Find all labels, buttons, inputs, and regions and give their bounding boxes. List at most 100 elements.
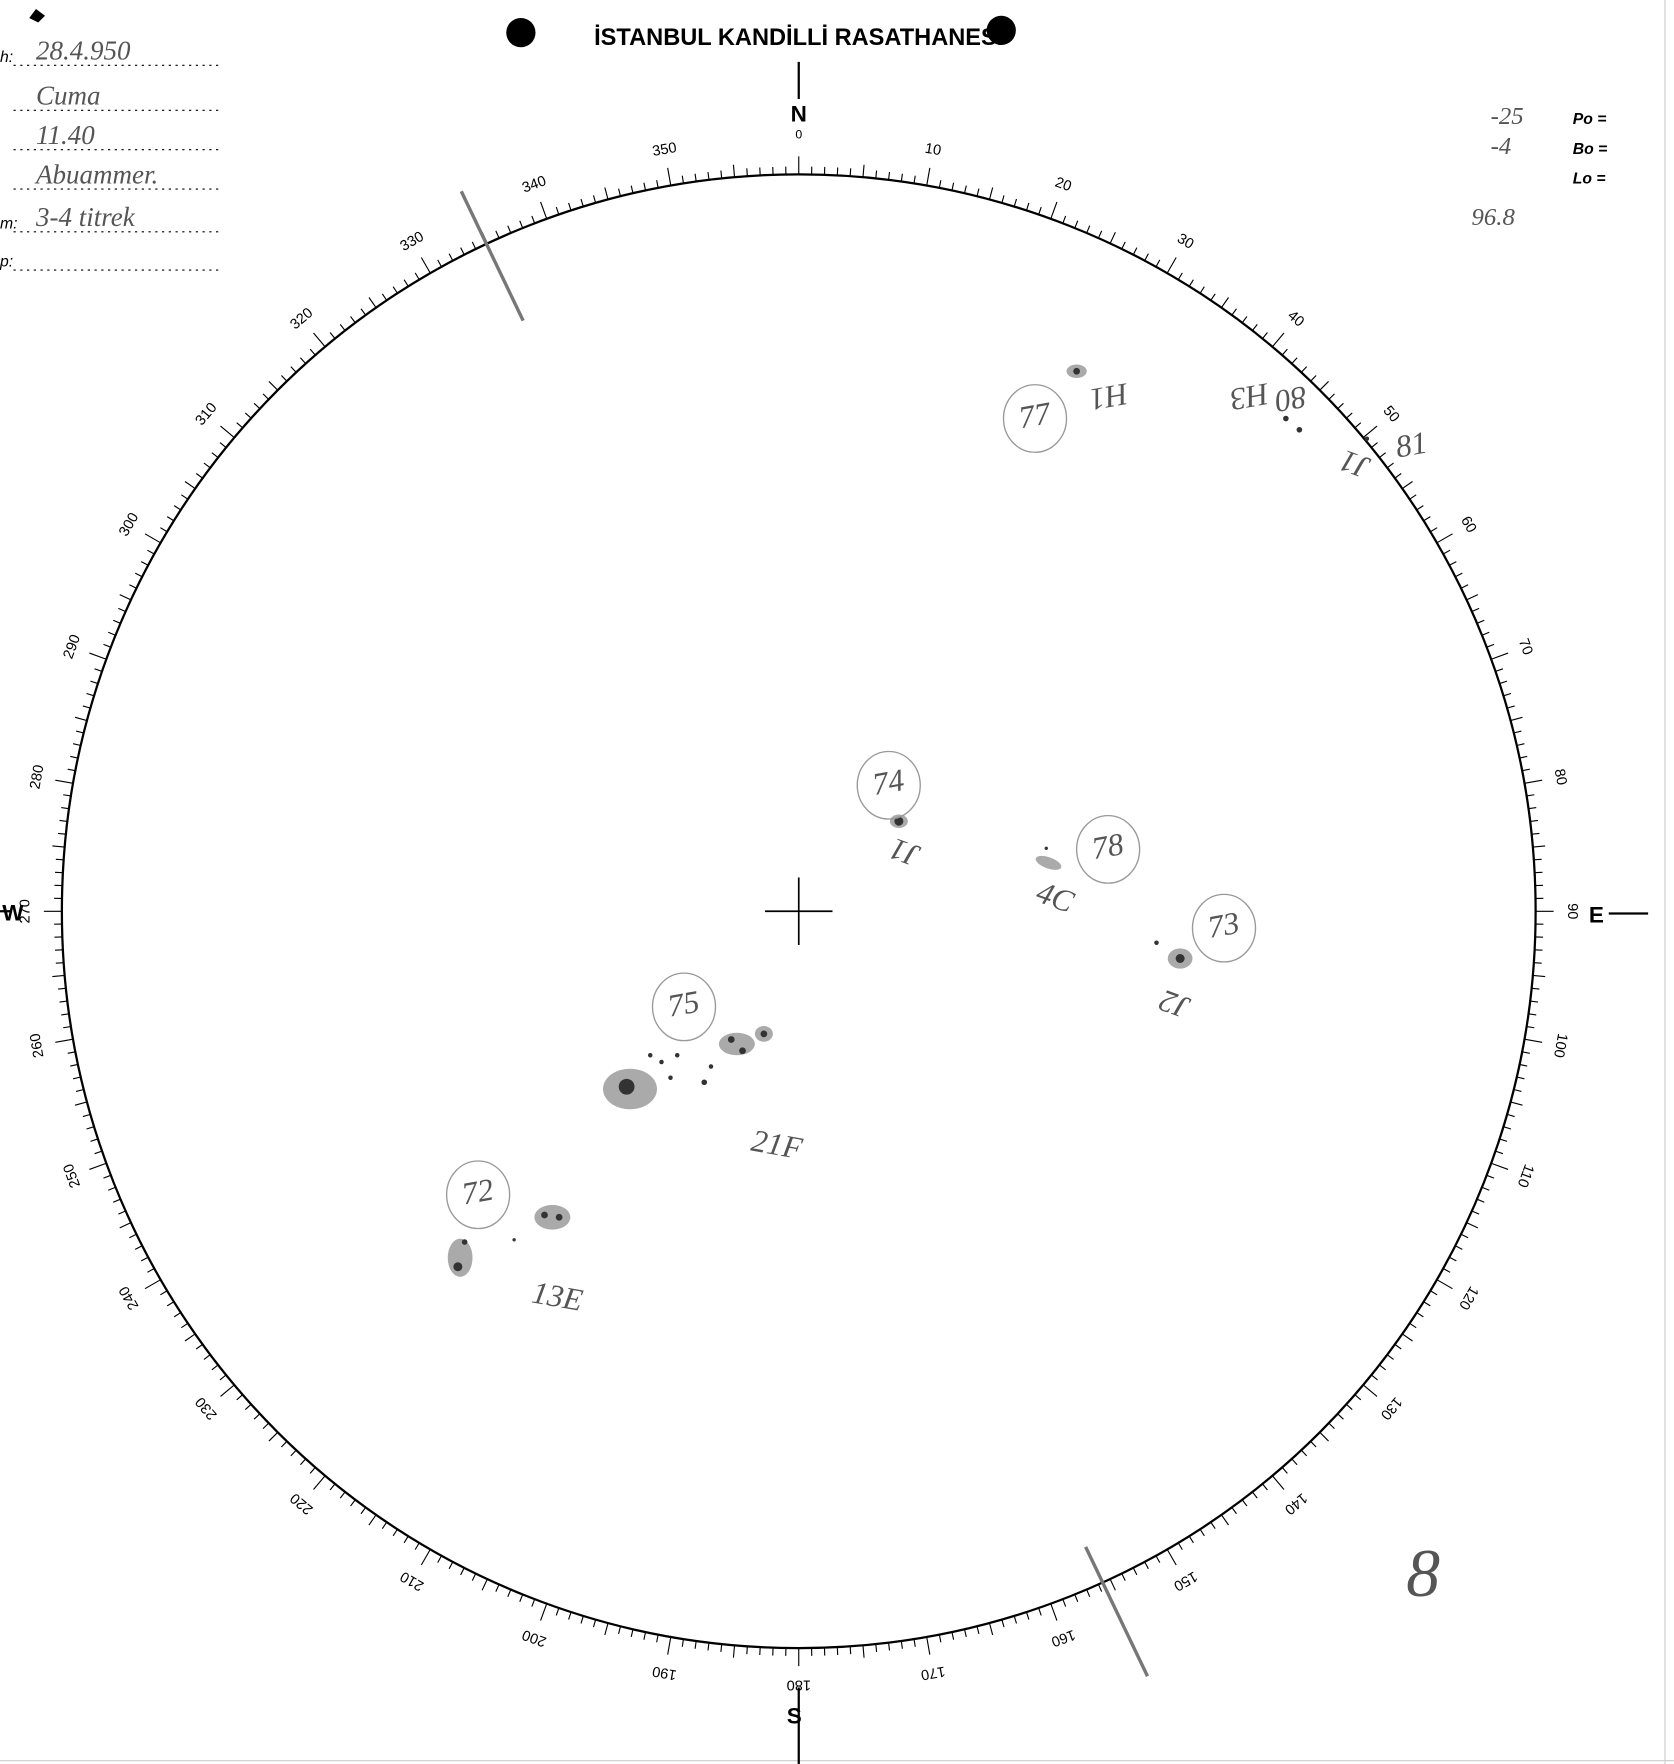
- tick: [1025, 1611, 1030, 1620]
- title: İSTANBUL KANDİLLİ RASATHANESİ: [594, 24, 1003, 51]
- form-value: 11.40: [36, 120, 95, 150]
- spot: [447, 1238, 473, 1277]
- tick: [1499, 680, 1508, 685]
- tick: [732, 164, 736, 178]
- tick: [1354, 422, 1362, 429]
- tick: [938, 180, 942, 189]
- tick: [618, 188, 622, 197]
- tick: [604, 187, 609, 200]
- tick: [1533, 962, 1542, 964]
- form-value: Cuma: [36, 81, 101, 111]
- tick: [531, 1598, 536, 1607]
- spot: [648, 1053, 653, 1058]
- tick: [219, 1374, 227, 1381]
- tick: [1519, 1063, 1528, 1067]
- circled-mark: [1075, 814, 1141, 884]
- tick: [1442, 549, 1451, 555]
- degree-label: 190: [651, 1663, 678, 1683]
- param-value: -25: [1491, 103, 1524, 130]
- west: W: [2, 900, 24, 925]
- tick: [147, 1268, 155, 1273]
- tick: [1476, 1198, 1485, 1203]
- tick: [1166, 1549, 1177, 1566]
- tick: [746, 168, 748, 177]
- tick: [1528, 1013, 1537, 1016]
- tick: [656, 180, 659, 189]
- tick: [926, 1636, 931, 1655]
- sunspots: [447, 364, 1370, 1277]
- tick: [329, 332, 336, 339]
- tick: [262, 1422, 270, 1430]
- tick: [1455, 572, 1463, 578]
- tick: [1362, 1384, 1378, 1397]
- south: S: [787, 1704, 802, 1729]
- degree-label: 170: [920, 1663, 947, 1683]
- tick: [1530, 819, 1539, 823]
- tick: [1371, 442, 1378, 448]
- north: N: [791, 102, 807, 127]
- tick: [339, 1491, 346, 1499]
- tick: [507, 1589, 512, 1598]
- tick: [540, 1603, 548, 1621]
- tick: [531, 215, 536, 224]
- tick: [1471, 607, 1480, 613]
- tick: [900, 1640, 903, 1649]
- north-deg: 0: [795, 127, 802, 141]
- tick: [1199, 1528, 1205, 1537]
- tick: [1466, 1222, 1479, 1229]
- degree-label: 40: [1284, 308, 1307, 331]
- tick: [360, 308, 367, 316]
- tick: [1486, 1174, 1495, 1179]
- tick: [129, 1233, 137, 1239]
- group-label: 74: [870, 762, 907, 802]
- tick: [1291, 1458, 1298, 1466]
- tick: [1177, 1542, 1183, 1550]
- circled-mark: [1002, 384, 1068, 453]
- tick: [1001, 1619, 1005, 1628]
- tick: [951, 1631, 955, 1640]
- degree-label: 270: [18, 899, 34, 923]
- tick: [181, 1322, 189, 1329]
- tick: [1531, 832, 1540, 835]
- tick: [1471, 1210, 1480, 1215]
- tick: [1416, 505, 1424, 511]
- tick: [1449, 561, 1457, 566]
- tick: [1490, 652, 1509, 660]
- tick: [1155, 1555, 1161, 1563]
- tick: [1510, 1101, 1523, 1106]
- tick: [481, 1578, 488, 1591]
- tick: [112, 619, 121, 624]
- tick: [368, 297, 377, 308]
- tick: [268, 381, 279, 391]
- group-label: 75: [665, 984, 702, 1024]
- tick: [1300, 1449, 1308, 1457]
- degree-label: 70: [1515, 636, 1536, 657]
- spot: [1296, 426, 1303, 433]
- tick: [1013, 198, 1018, 207]
- tick: [580, 1615, 584, 1624]
- tick: [108, 1186, 116, 1191]
- degree-label: 290: [61, 633, 84, 661]
- tick: [1528, 807, 1537, 810]
- degree-label: 280: [27, 764, 47, 791]
- tick: [129, 584, 137, 589]
- tick: [82, 705, 91, 709]
- spot: [1364, 436, 1370, 441]
- tick: [1516, 743, 1525, 747]
- group-label: H3: [1227, 376, 1272, 417]
- tick: [309, 1467, 316, 1474]
- tick: [1503, 692, 1512, 697]
- tick: [1319, 1431, 1329, 1442]
- tick: [1166, 257, 1177, 274]
- group-label: 78: [1089, 826, 1126, 866]
- spot: [675, 1053, 680, 1058]
- tick: [119, 594, 132, 601]
- tick: [55, 1038, 74, 1043]
- tick: [166, 1301, 175, 1307]
- tick: [1430, 1290, 1438, 1296]
- tick: [75, 1088, 84, 1092]
- tick: [86, 692, 95, 697]
- degree-label: 90: [1564, 903, 1580, 919]
- tick: [471, 241, 477, 250]
